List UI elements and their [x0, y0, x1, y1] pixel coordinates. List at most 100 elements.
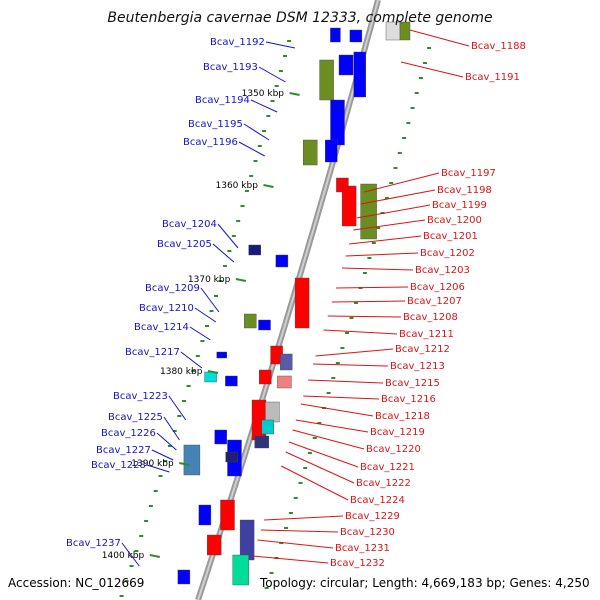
- gc-dot: [209, 310, 214, 312]
- right-leader: [349, 235, 422, 245]
- gc-dot: [205, 325, 209, 327]
- gene-block: [275, 254, 289, 268]
- gene-block: [341, 185, 357, 227]
- gene-block: [338, 54, 354, 76]
- gc-dot: [264, 587, 269, 589]
- gc-dot: [222, 265, 227, 267]
- gc-dot: [158, 475, 163, 477]
- left-leader: [180, 351, 203, 369]
- tick-label: 1390 kbp: [131, 459, 174, 469]
- gc-dot: [326, 392, 331, 394]
- gc-dot: [148, 505, 153, 507]
- gene-block: [225, 451, 238, 463]
- gene-block: [330, 99, 345, 146]
- gc-dot: [270, 100, 275, 102]
- gc-dot: [284, 527, 289, 529]
- right-leader: [400, 61, 464, 78]
- right-leader: [353, 219, 426, 231]
- gene-block: [319, 59, 334, 101]
- gc-dot: [186, 385, 191, 387]
- left-leader: [238, 141, 265, 157]
- right-gene-label: Bcav_1222: [356, 478, 411, 489]
- gc-dot: [236, 220, 241, 222]
- right-gene-label: Bcav_1201: [423, 231, 478, 242]
- right-gene-label: Bcav_1229: [345, 511, 400, 522]
- tick-mark: [235, 278, 247, 282]
- gene-block: [244, 313, 257, 329]
- tick-mark: [263, 184, 274, 188]
- gc-dot: [214, 295, 218, 297]
- right-leader: [257, 539, 334, 549]
- right-leader: [341, 267, 414, 271]
- gene-block: [232, 554, 249, 586]
- left-leader: [217, 223, 239, 249]
- right-leader: [252, 555, 329, 564]
- right-gene-label: Bcav_1208: [403, 312, 458, 323]
- right-gene-label: Bcav_1219: [370, 427, 425, 438]
- right-gene-label: Bcav_1207: [407, 296, 462, 307]
- gene-block: [183, 444, 201, 476]
- right-gene-label: Bcav_1188: [471, 41, 526, 52]
- right-gene-label: Bcav_1224: [350, 495, 405, 506]
- gene-block: [280, 353, 293, 371]
- right-gene-label: Bcav_1221: [360, 462, 415, 473]
- gc-dot: [129, 565, 134, 567]
- right-gene-label: Bcav_1211: [399, 329, 454, 340]
- right-gene-label: Bcav_1212: [395, 344, 450, 355]
- gene-block: [177, 569, 191, 585]
- gc-dot: [177, 415, 182, 417]
- gene-block: [277, 375, 292, 389]
- tick-label: 1360 kbp: [216, 181, 259, 191]
- gc-dot: [384, 197, 389, 199]
- left-gene-label: Bcav_1225: [108, 412, 163, 423]
- right-leader: [295, 419, 369, 433]
- gc-dot: [335, 362, 340, 364]
- tick-mark: [207, 370, 219, 374]
- gc-dot: [283, 55, 287, 57]
- right-leader: [303, 395, 380, 400]
- gc-dot: [406, 122, 411, 124]
- gc-dot: [362, 272, 367, 274]
- right-gene-label: Bcav_1197: [441, 168, 496, 179]
- right-gene-label: Bcav_1200: [427, 215, 482, 226]
- left-gene-label: Bcav_1205: [157, 239, 212, 250]
- gene-block: [216, 351, 228, 359]
- gc-dot: [402, 137, 407, 139]
- gc-dot: [253, 160, 258, 162]
- gene-block: [261, 419, 274, 435]
- left-gene-label: Bcav_1210: [139, 303, 194, 314]
- gc-dot: [167, 445, 172, 447]
- right-leader: [264, 515, 344, 521]
- left-leader: [163, 416, 180, 441]
- gc-dot: [349, 317, 354, 319]
- left-leader: [250, 99, 278, 113]
- right-gene-label: Bcav_1232: [330, 558, 385, 569]
- tick-mark: [289, 92, 300, 96]
- right-leader: [364, 172, 440, 193]
- right-leader: [409, 29, 470, 47]
- right-leader: [292, 429, 365, 450]
- right-gene-label: Bcav_1203: [415, 265, 470, 276]
- gene-features: [119, 21, 432, 597]
- gc-dot: [191, 370, 196, 372]
- left-leader: [146, 464, 170, 473]
- left-leader: [194, 307, 217, 323]
- gene-block: [204, 371, 217, 383]
- tick-mark: [149, 554, 160, 558]
- tick-label: 1380 kbp: [160, 367, 203, 377]
- left-gene-label: Bcav_1237: [66, 538, 121, 549]
- gc-dot: [393, 167, 398, 169]
- right-leader: [281, 465, 349, 501]
- gene-block: [330, 27, 341, 43]
- gc-dot: [200, 340, 205, 342]
- gene-block: [214, 429, 227, 445]
- gene-block: [303, 139, 318, 166]
- left-gene-label: Bcav_1227: [96, 445, 151, 456]
- gc-dot: [249, 175, 254, 177]
- left-leader: [156, 432, 177, 451]
- right-leader: [285, 451, 355, 484]
- gc-dot: [144, 520, 149, 522]
- gc-dot: [397, 152, 402, 154]
- gene-block: [294, 277, 310, 329]
- left-gene-label: Bcav_1204: [162, 219, 217, 230]
